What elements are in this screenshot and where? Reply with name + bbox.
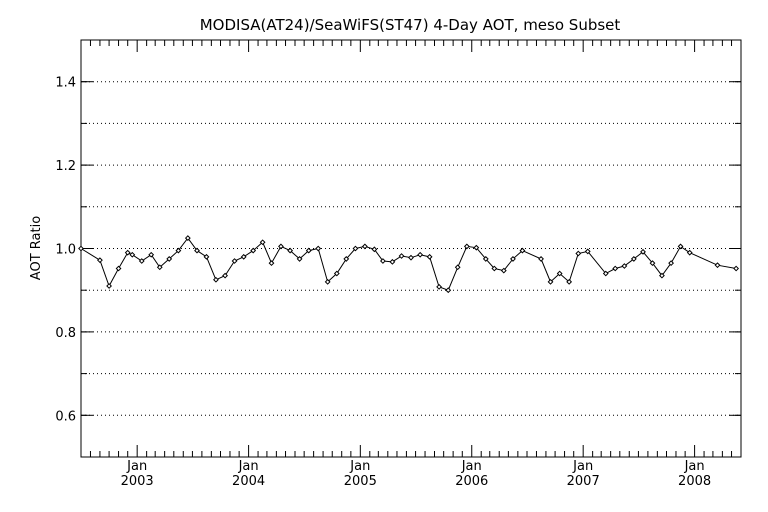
series-line xyxy=(80,237,737,291)
data-point xyxy=(78,245,84,252)
data-point xyxy=(305,247,312,254)
data-point xyxy=(352,245,359,252)
data-point xyxy=(482,256,489,262)
data-point xyxy=(417,251,424,258)
x-tick-month-label: Jan xyxy=(461,459,482,474)
data-point xyxy=(315,245,322,252)
x-tick-year-label: 2003 xyxy=(121,474,154,489)
data-point xyxy=(231,258,238,264)
data-point xyxy=(380,258,386,264)
data-point xyxy=(371,246,378,253)
data-point xyxy=(621,263,628,269)
data-point xyxy=(203,253,210,260)
data-point xyxy=(129,251,136,258)
data-point xyxy=(491,265,498,272)
y-tick-label: 1.0 xyxy=(55,243,76,258)
tick-marks xyxy=(81,40,741,457)
data-point xyxy=(602,270,609,277)
data-point xyxy=(714,262,721,269)
data-point xyxy=(659,272,665,279)
data-point xyxy=(575,250,582,257)
data-point xyxy=(640,248,646,255)
x-tick-year-label: 2008 xyxy=(678,474,711,489)
data-point xyxy=(324,278,331,285)
data-point xyxy=(343,256,350,262)
data-point xyxy=(333,270,340,277)
data-point xyxy=(148,251,155,258)
data-point xyxy=(408,254,414,261)
data-point xyxy=(500,267,507,274)
x-tick-month-label: Jan xyxy=(572,459,593,474)
data-point xyxy=(436,283,442,290)
data-point xyxy=(556,270,563,277)
data-point xyxy=(222,272,228,279)
y-tick-label: 0.6 xyxy=(55,409,76,424)
data-point xyxy=(97,257,103,264)
data-point xyxy=(473,244,480,251)
data-point xyxy=(426,253,433,260)
data-point xyxy=(213,276,219,283)
data-point xyxy=(175,247,182,254)
data-point xyxy=(287,247,294,254)
data-point xyxy=(124,249,131,256)
x-tick-month-label: Jan xyxy=(349,459,370,474)
data-point xyxy=(361,243,368,250)
x-tick-year-label: 2005 xyxy=(344,474,377,489)
data-point xyxy=(677,243,684,250)
y-tick-label: 0.8 xyxy=(55,326,76,341)
data-point xyxy=(538,256,544,262)
data-point xyxy=(668,260,674,267)
data-point xyxy=(389,258,396,265)
data-point xyxy=(547,278,554,285)
data-point xyxy=(584,248,591,255)
data-point xyxy=(445,287,452,294)
data-point xyxy=(250,247,257,254)
x-tick-labels: Jan2003Jan2004Jan2005Jan2006Jan2007Jan20… xyxy=(121,459,712,489)
x-tick-year-label: 2006 xyxy=(455,474,488,489)
y-tick-label: 1.4 xyxy=(55,76,76,91)
x-tick-month-label: Jan xyxy=(126,459,147,474)
x-tick-year-label: 2007 xyxy=(567,474,600,489)
y-tick-label: 1.2 xyxy=(55,159,76,174)
y-axis-label: AOT Ratio xyxy=(29,216,44,280)
data-point xyxy=(519,247,526,254)
data-point xyxy=(156,264,163,271)
data-point xyxy=(463,243,470,250)
x-tick-month-label: Jan xyxy=(238,459,259,474)
chart-title: MODISA(AT24)/SeaWiFS(ST47) 4-Day AOT, me… xyxy=(200,16,621,34)
data-point xyxy=(630,256,637,262)
y-tick-labels: 0.6 0.8 1.0 1.2 1.4 xyxy=(55,76,76,425)
data-series xyxy=(78,235,740,294)
data-point xyxy=(398,253,405,259)
x-tick-month-label: Jan xyxy=(684,459,705,474)
data-point xyxy=(649,260,656,267)
data-point xyxy=(612,265,619,272)
data-point xyxy=(106,283,112,289)
data-point xyxy=(194,247,200,254)
data-point xyxy=(138,258,145,264)
data-point xyxy=(115,265,122,272)
data-point xyxy=(166,256,173,262)
data-point xyxy=(733,265,740,272)
x-tick-year-label: 2004 xyxy=(232,474,265,489)
data-point xyxy=(240,253,247,260)
data-point xyxy=(184,235,191,241)
data-point xyxy=(296,256,303,262)
data-point xyxy=(454,264,461,271)
data-point xyxy=(686,249,693,256)
data-point xyxy=(278,243,284,250)
data-point xyxy=(566,278,573,285)
data-point xyxy=(259,239,266,246)
data-point xyxy=(510,256,516,262)
data-point xyxy=(268,260,275,267)
